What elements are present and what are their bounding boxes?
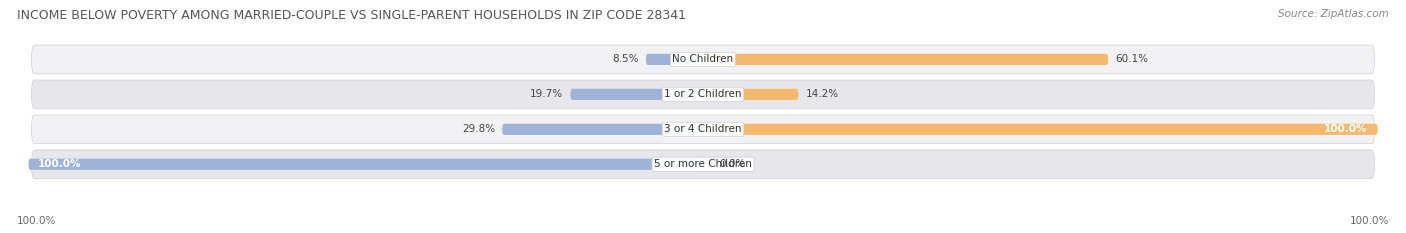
FancyBboxPatch shape [703, 54, 1108, 65]
FancyBboxPatch shape [31, 45, 1375, 74]
Text: 1 or 2 Children: 1 or 2 Children [664, 89, 742, 99]
FancyBboxPatch shape [28, 159, 703, 170]
Text: 100.0%: 100.0% [1324, 124, 1368, 134]
Text: 8.5%: 8.5% [613, 55, 638, 64]
FancyBboxPatch shape [645, 54, 703, 65]
FancyBboxPatch shape [31, 80, 1375, 109]
FancyBboxPatch shape [703, 124, 1378, 135]
Text: 3 or 4 Children: 3 or 4 Children [664, 124, 742, 134]
Text: 100.0%: 100.0% [17, 216, 56, 226]
FancyBboxPatch shape [31, 115, 1375, 144]
FancyBboxPatch shape [703, 89, 799, 100]
Text: INCOME BELOW POVERTY AMONG MARRIED-COUPLE VS SINGLE-PARENT HOUSEHOLDS IN ZIP COD: INCOME BELOW POVERTY AMONG MARRIED-COUPL… [17, 9, 686, 22]
Text: 0.0%: 0.0% [720, 159, 747, 169]
FancyBboxPatch shape [31, 150, 1375, 179]
Text: No Children: No Children [672, 55, 734, 64]
FancyBboxPatch shape [569, 89, 703, 100]
Text: 100.0%: 100.0% [38, 159, 82, 169]
Text: 29.8%: 29.8% [463, 124, 495, 134]
Text: Source: ZipAtlas.com: Source: ZipAtlas.com [1278, 9, 1389, 19]
Text: 14.2%: 14.2% [806, 89, 839, 99]
Text: 100.0%: 100.0% [1350, 216, 1389, 226]
Text: 60.1%: 60.1% [1115, 55, 1149, 64]
FancyBboxPatch shape [502, 124, 703, 135]
Text: 5 or more Children: 5 or more Children [654, 159, 752, 169]
Text: 19.7%: 19.7% [530, 89, 564, 99]
